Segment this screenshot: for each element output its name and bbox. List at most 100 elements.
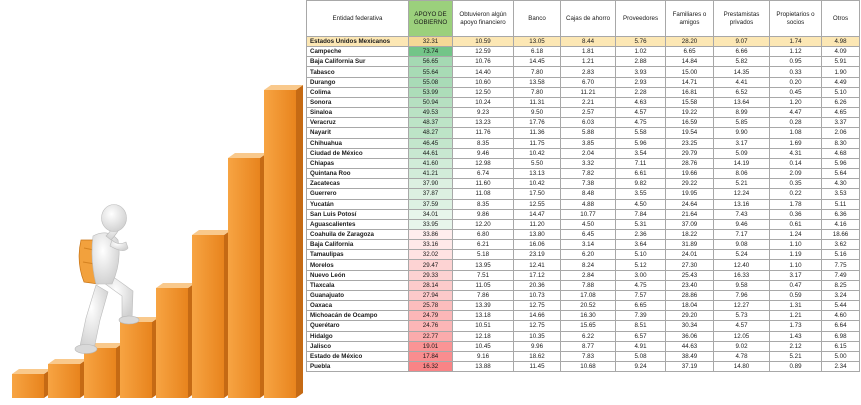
cell-apoyo-financiero: 10.76: [452, 56, 514, 68]
cell-proveedores: 7.11: [615, 157, 666, 170]
cell-proveedores: 3.93: [615, 66, 666, 78]
climbing-figure: [74, 204, 140, 354]
cell-entidad: Chiapas: [306, 157, 409, 170]
table-row: Chihuahua 46.45 8.35 11.75 3.85 5.96 23.25 3.17…: [306, 137, 860, 149]
cell-entidad: Sinaloa: [306, 107, 409, 119]
cell-cajas-ahorro: 17.08: [560, 289, 616, 302]
cell-prestamistas: 4.57: [713, 320, 770, 332]
cell-entidad: San Luis Potosí: [306, 208, 409, 220]
cell-otros: 4.65: [821, 107, 860, 119]
table-row: Oaxaca 25.78 13.39 12.75 20.52 6.65 18.04 12.27…: [306, 300, 860, 312]
cell-propietarios-socios: 1.69: [769, 137, 822, 149]
cell-entidad: Estados Unidos Mexicanos: [306, 35, 409, 48]
cell-apoyo-gobierno: 29.33: [408, 269, 453, 281]
cell-entidad: Ciudad de México: [306, 147, 409, 159]
cell-familiares-amigos: 28.86: [665, 289, 714, 302]
cell-prestamistas: 8.06: [713, 168, 770, 180]
cell-propietarios-socios: 0.36: [769, 208, 822, 220]
financing-sources-table-container: Entidad federativa APOYO DE GOBIERNO Obt…: [306, 0, 861, 405]
cell-prestamistas: 14.35: [713, 66, 770, 78]
cell-proveedores: 5.08: [615, 350, 666, 363]
cell-proveedores: 5.58: [615, 127, 666, 139]
cell-prestamistas: 12.40: [713, 259, 770, 271]
cell-entidad: Nuevo León: [306, 269, 409, 281]
cell-otros: 4.16: [821, 218, 860, 230]
cell-cajas-ahorro: 1.21: [560, 56, 616, 68]
cell-otros: 5.91: [821, 56, 860, 68]
table-header-row: Entidad federativa APOYO DE GOBIERNO Obt…: [306, 0, 860, 37]
cell-prestamistas: 9.07: [713, 35, 770, 48]
cell-apoyo-financiero: 10.51: [452, 320, 514, 332]
cell-prestamistas: 16.33: [713, 269, 770, 281]
cell-otros: 8.30: [821, 137, 860, 149]
cell-propietarios-socios: 0.61: [769, 218, 822, 230]
cell-cajas-ahorro: 20.52: [560, 300, 616, 312]
cell-prestamistas: 5.21: [713, 178, 770, 190]
cell-propietarios-socios: 2.12: [769, 340, 822, 352]
cell-cajas-ahorro: 11.21: [560, 86, 616, 98]
cell-proveedores: 4.63: [615, 96, 666, 109]
cell-apoyo-gobierno: 25.78: [408, 300, 453, 312]
cell-familiares-amigos: 37.19: [665, 360, 714, 373]
step-bar: [228, 153, 267, 398]
cell-cajas-ahorro: 7.38: [560, 178, 616, 190]
cell-familiares-amigos: 30.34: [665, 320, 714, 332]
step-bar: [120, 317, 159, 398]
cell-cajas-ahorro: 6.70: [560, 76, 616, 88]
cell-apoyo-gobierno: 33.16: [408, 239, 453, 251]
cell-otros: 6.15: [821, 340, 860, 352]
cell-propietarios-socios: 0.14: [769, 157, 822, 170]
cell-prestamistas: 8.99: [713, 107, 770, 119]
step-bar: [192, 230, 231, 398]
cell-cajas-ahorro: 7.83: [560, 350, 616, 363]
table-row: Tamaulipas 32.02 5.18 23.19 6.20 5.10 24.01 5.2…: [306, 249, 860, 261]
cell-apoyo-gobierno: 19.01: [408, 340, 453, 352]
cell-apoyo-financiero: 11.60: [452, 178, 514, 190]
cell-entidad: Oaxaca: [306, 300, 409, 312]
cell-entidad: Colima: [306, 86, 409, 98]
cell-apoyo-financiero: 14.40: [452, 66, 514, 78]
cell-apoyo-gobierno: 17.84: [408, 350, 453, 363]
cell-propietarios-socios: 1.19: [769, 249, 822, 261]
cell-proveedores: 2.93: [615, 76, 666, 88]
cell-apoyo-financiero: 10.24: [452, 96, 514, 109]
cell-cajas-ahorro: 15.65: [560, 320, 616, 332]
column-header-banco: Banco: [513, 0, 561, 37]
cell-familiares-amigos: 21.64: [665, 208, 714, 220]
cell-banco: 5.50: [513, 157, 561, 170]
cell-propietarios-socios: 2.09: [769, 168, 822, 180]
cell-entidad: Sonora: [306, 96, 409, 109]
cell-propietarios-socios: 1.08: [769, 127, 822, 139]
cell-propietarios-socios: 0.33: [769, 66, 822, 78]
cell-propietarios-socios: 0.28: [769, 117, 822, 129]
cell-apoyo-financiero: 6.80: [452, 228, 514, 241]
cell-otros: 5.96: [821, 157, 860, 170]
cell-proveedores: 5.12: [615, 259, 666, 271]
cell-cajas-ahorro: 6.22: [560, 330, 616, 342]
cell-proveedores: 4.75: [615, 117, 666, 129]
cell-apoyo-financiero: 13.95: [452, 259, 514, 271]
cell-banco: 11.36: [513, 127, 561, 139]
cell-familiares-amigos: 14.71: [665, 76, 714, 88]
table-row: Ciudad de México 44.61 9.46 10.42 2.04 3.54 29…: [306, 147, 860, 159]
cell-apoyo-gobierno: 48.27: [408, 127, 453, 139]
cell-familiares-amigos: 18.22: [665, 228, 714, 241]
cell-banco: 13.58: [513, 76, 561, 88]
cell-entidad: Zacatecas: [306, 178, 409, 190]
cell-cajas-ahorro: 10.77: [560, 208, 616, 220]
cell-familiares-amigos: 23.25: [665, 137, 714, 149]
cell-familiares-amigos: 14.84: [665, 56, 714, 68]
cell-otros: 7.49: [821, 269, 860, 281]
cell-propietarios-socios: 0.59: [769, 289, 822, 302]
cell-banco: 10.42: [513, 178, 561, 190]
cell-propietarios-socios: 0.47: [769, 279, 822, 291]
cell-cajas-ahorro: 2.04: [560, 147, 616, 159]
cell-banco: 13.13: [513, 168, 561, 180]
table-row-national: Estados Unidos Mexicanos 32.31 10.59 13.05 8…: [306, 35, 860, 48]
cell-apoyo-gobierno: 56.65: [408, 56, 453, 68]
cell-proveedores: 9.82: [615, 178, 666, 190]
cell-banco: 11.31: [513, 96, 561, 109]
cell-familiares-amigos: 23.40: [665, 279, 714, 291]
cell-prestamistas: 14.19: [713, 157, 770, 170]
cell-proveedores: 4.57: [615, 107, 666, 119]
